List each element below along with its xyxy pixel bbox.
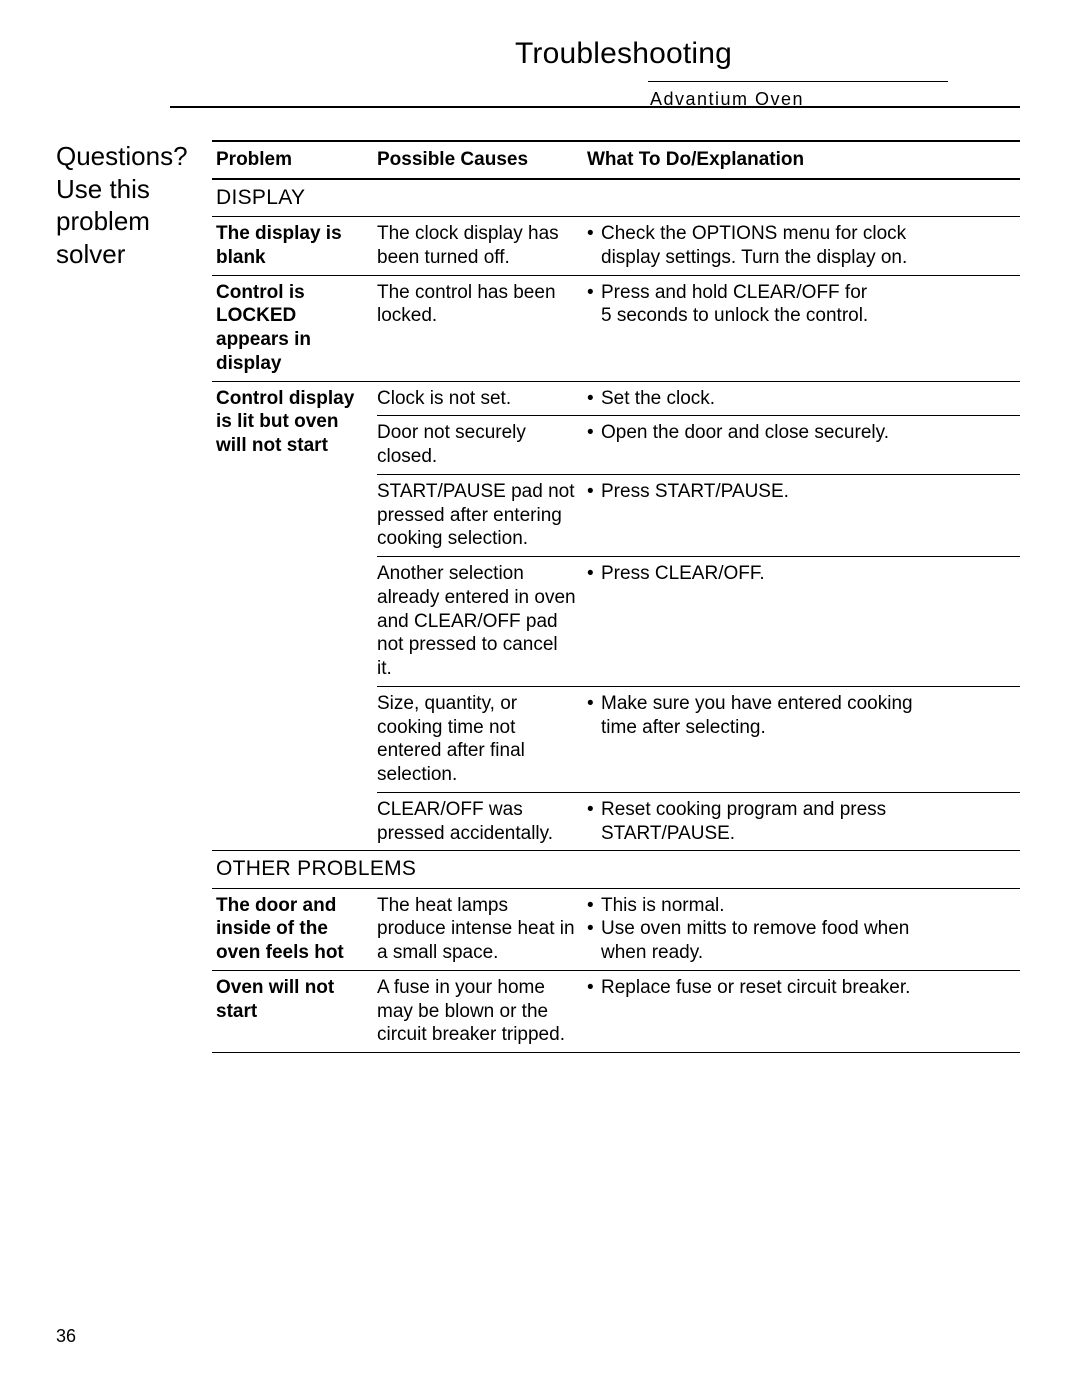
page-number: 36 <box>56 1325 76 1348</box>
problem-label: Oven will not start <box>212 971 377 1052</box>
what-line: display settings. Turn the display on. <box>587 246 1020 270</box>
sidebar-line: solver <box>56 238 212 271</box>
col-header-what: What To Do/Explanation <box>587 148 1020 172</box>
what-line: 5 seconds to unlock the control. <box>587 304 1020 328</box>
col-header-causes: Possible Causes <box>377 148 587 172</box>
what-line: This is normal. <box>587 894 1020 918</box>
what-to-do: Reset cooking program and pressSTART/PAU… <box>587 798 1020 846</box>
possible-cause: Another selection already entered in ove… <box>377 562 587 681</box>
problem-block: Control display is lit but oven will not… <box>212 382 1020 852</box>
possible-cause: Size, quantity, or cooking time not ente… <box>377 692 587 787</box>
cause-what-row: The clock display has been turned off.Ch… <box>377 217 1020 275</box>
possible-cause: The control has been locked. <box>377 281 587 329</box>
what-line: when ready. <box>587 941 1020 965</box>
what-to-do: Open the door and close securely. <box>587 421 1020 469</box>
title-rule <box>648 81 948 82</box>
problem-label: Control display is lit but oven will not… <box>212 382 377 851</box>
what-line: Check the OPTIONS menu for clock <box>587 222 1020 246</box>
what-line: Press START/PAUSE. <box>587 480 1020 504</box>
problem-block: Oven will not startA fuse in your home m… <box>212 971 1020 1053</box>
cause-what-row: Clock is not set.Set the clock. <box>377 382 1020 417</box>
sidebar-heading: Questions? Use this problem solver <box>0 140 212 1053</box>
possible-cause: Clock is not set. <box>377 387 587 411</box>
sidebar-line: Use this <box>56 173 212 206</box>
problem-label: The display is blank <box>212 217 377 275</box>
possible-cause: The heat lamps produce intense heat in a… <box>377 894 587 965</box>
section-header: OTHER PROBLEMS <box>212 851 1020 888</box>
page-title: Troubleshooting <box>515 35 1020 73</box>
cause-what-row: START/PAUSE pad not pressed after enteri… <box>377 475 1020 557</box>
cause-what-row: Size, quantity, or cooking time not ente… <box>377 687 1020 793</box>
possible-cause: Door not securely closed. <box>377 421 587 469</box>
problem-block: The display is blankThe clock display ha… <box>212 217 1020 276</box>
what-to-do: Press CLEAR/OFF. <box>587 562 1020 681</box>
cause-what-row: Another selection already entered in ove… <box>377 557 1020 687</box>
problem-label: Control is LOCKED appears in display <box>212 276 377 381</box>
what-line: Use oven mitts to remove food when <box>587 917 1020 941</box>
possible-cause: The clock display has been turned off. <box>377 222 587 270</box>
possible-cause: START/PAUSE pad not pressed after enteri… <box>377 480 587 551</box>
what-line: Reset cooking program and press <box>587 798 1020 822</box>
col-header-problem: Problem <box>212 148 377 172</box>
what-to-do: This is normal.Use oven mitts to remove … <box>587 894 1020 965</box>
what-to-do: Replace fuse or reset circuit breaker. <box>587 976 1020 1047</box>
problem-block: The door and inside of the oven feels ho… <box>212 889 1020 971</box>
possible-cause: A fuse in your home may be blown or the … <box>377 976 587 1047</box>
section-header: DISPLAY <box>212 180 1020 217</box>
cause-what-row: A fuse in your home may be blown or the … <box>377 971 1020 1052</box>
what-line: Make sure you have entered cooking <box>587 692 1020 716</box>
sidebar-line: problem <box>56 205 212 238</box>
what-line: START/PAUSE. <box>587 822 1020 846</box>
what-line: Open the door and close securely. <box>587 421 1020 445</box>
what-to-do: Press and hold CLEAR/OFF for5 seconds to… <box>587 281 1020 329</box>
what-to-do: Check the OPTIONS menu for clockdisplay … <box>587 222 1020 270</box>
table-header-row: Problem Possible Causes What To Do/Expla… <box>212 140 1020 180</box>
problem-block: Control is LOCKED appears in displayThe … <box>212 276 1020 382</box>
sidebar-line: Questions? <box>56 140 212 173</box>
what-line: Replace fuse or reset circuit breaker. <box>587 976 1020 1000</box>
what-to-do: Press START/PAUSE. <box>587 480 1020 551</box>
cause-what-row: The heat lamps produce intense heat in a… <box>377 889 1020 970</box>
what-line: Press and hold CLEAR/OFF for <box>587 281 1020 305</box>
troubleshooting-table: Problem Possible Causes What To Do/Expla… <box>212 140 1020 1053</box>
what-line: time after selecting. <box>587 716 1020 740</box>
what-line: Press CLEAR/OFF. <box>587 562 1020 586</box>
possible-cause: CLEAR/OFF was pressed accidentally. <box>377 798 587 846</box>
cause-what-row: Door not securely closed.Open the door a… <box>377 416 1020 475</box>
what-to-do: Make sure you have entered cookingtime a… <box>587 692 1020 787</box>
what-to-do: Set the clock. <box>587 387 1020 411</box>
what-line: Set the clock. <box>587 387 1020 411</box>
cause-what-row: The control has been locked.Press and ho… <box>377 276 1020 334</box>
problem-label: The door and inside of the oven feels ho… <box>212 889 377 970</box>
cause-what-row: CLEAR/OFF was pressed accidentally.Reset… <box>377 793 1020 851</box>
header-rule <box>170 106 1020 108</box>
